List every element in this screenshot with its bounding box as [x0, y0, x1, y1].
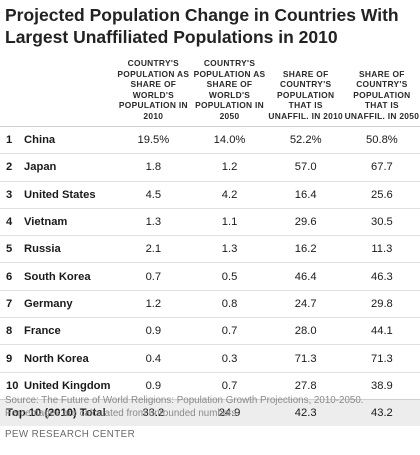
value-cell: 11.3: [343, 235, 420, 263]
table-row: 9 North Korea 0.4 0.3 71.3 71.3: [0, 344, 420, 373]
value-cell: 0.7: [191, 371, 268, 400]
value-cell: 0.7: [115, 262, 192, 291]
rank-cell: 2: [0, 153, 21, 182]
value-cell: 24.7: [267, 289, 344, 318]
value-cell: 0.4: [115, 344, 192, 373]
value-cell: 57.0: [267, 153, 344, 182]
value-cell: 67.7: [343, 153, 420, 182]
rank-cell: 1: [0, 125, 21, 154]
country-cell: United States: [20, 180, 116, 209]
total-value-cell: 24.9: [191, 398, 268, 427]
country-header: [20, 56, 115, 127]
total-row: Top 10 (2010) Total 33.2 24.9 42.3 43.2: [0, 398, 420, 427]
value-cell: 27.8: [267, 371, 344, 400]
table-row: 3 United States 4.5 4.2 16.4 25.6: [0, 180, 420, 209]
value-cell: 46.3: [343, 262, 420, 291]
value-cell: 0.5: [191, 262, 268, 291]
value-cell: 71.3: [267, 344, 344, 373]
value-cell: 1.2: [115, 289, 192, 318]
value-cell: 1.2: [191, 153, 268, 182]
value-cell: 44.1: [343, 317, 420, 345]
value-cell: 28.0: [267, 317, 344, 345]
source-line: Percentages are calculated from unrounde…: [5, 408, 240, 419]
total-value-cell: 42.3: [267, 398, 344, 427]
country-cell: North Korea: [20, 344, 116, 373]
page-title: Projected Population Change in Countries…: [5, 5, 399, 47]
value-cell: 1.1: [191, 207, 268, 236]
value-cell: 1.8: [115, 153, 192, 182]
value-cell: 0.7: [191, 317, 268, 345]
value-cell: 0.9: [115, 317, 192, 345]
table-row: 2 Japan 1.8 1.2 57.0 67.7: [0, 153, 420, 182]
rank-cell: 6: [0, 262, 21, 291]
country-cell: Germany: [20, 289, 116, 318]
value-cell: 16.4: [267, 180, 344, 209]
total-label: Top 10 (2010) Total: [0, 398, 116, 427]
country-cell: South Korea: [20, 262, 116, 291]
table-row: 4 Vietnam 1.3 1.1 29.6 30.5: [0, 207, 420, 236]
column-header: COUNTRY'S POPULATION AS SHARE OF WORLD'S…: [193, 58, 266, 121]
table-row: 8 France 0.9 0.7 28.0 44.1: [0, 317, 420, 345]
value-cell: 0.9: [115, 371, 192, 400]
value-cell: 19.5%: [115, 125, 192, 154]
rank-cell: 4: [0, 207, 21, 236]
value-cell: 4.2: [191, 180, 268, 209]
rank-header: [0, 56, 20, 127]
table-row: 1 China 19.5% 14.0% 52.2% 50.8%: [0, 125, 420, 154]
rank-cell: 10: [0, 371, 21, 400]
rank-cell: 5: [0, 235, 21, 263]
country-cell: France: [20, 317, 116, 345]
header-row: COUNTRY'S POPULATION AS SHARE OF WORLD'S…: [0, 56, 420, 127]
column-header: SHARE OF COUNTRY'S POPULATION THAT IS UN…: [344, 68, 420, 121]
rank-cell: 3: [0, 180, 21, 209]
value-cell: 71.3: [343, 344, 420, 373]
data-table: COUNTRY'S POPULATION AS SHARE OF WORLD'S…: [0, 56, 420, 427]
source-line: Source: The Future of World Religions: P…: [5, 395, 364, 406]
country-cell: Russia: [20, 235, 116, 263]
column-header: SHARE OF COUNTRY'S POPULATION THAT IS UN…: [268, 68, 343, 121]
value-cell: 30.5: [343, 207, 420, 236]
value-cell: 46.4: [267, 262, 344, 291]
country-cell: China: [20, 125, 116, 154]
value-cell: 14.0%: [191, 125, 268, 154]
value-cell: 1.3: [115, 207, 192, 236]
value-cell: 29.6: [267, 207, 344, 236]
value-cell: 52.2%: [267, 125, 344, 154]
country-cell: Vietnam: [20, 207, 116, 236]
country-cell: Japan: [20, 153, 116, 182]
column-header: COUNTRY'S POPULATION AS SHARE OF WORLD'S…: [117, 58, 190, 121]
value-cell: 0.3: [191, 344, 268, 373]
value-cell: 1.3: [191, 235, 268, 263]
rank-cell: 7: [0, 289, 21, 318]
value-cell: 0.8: [191, 289, 268, 318]
value-cell: 50.8%: [343, 125, 420, 154]
rank-cell: 8: [0, 317, 21, 345]
total-value-cell: 43.2: [343, 398, 420, 427]
value-cell: 25.6: [343, 180, 420, 209]
country-cell: United Kingdom: [20, 371, 116, 400]
value-cell: 38.9: [343, 371, 420, 400]
value-cell: 16.2: [267, 235, 344, 263]
table-row: 7 Germany 1.2 0.8 24.7 29.8: [0, 289, 420, 318]
table-row: 5 Russia 2.1 1.3 16.2 11.3: [0, 235, 420, 263]
value-cell: 29.8: [343, 289, 420, 318]
rank-cell: 9: [0, 344, 21, 373]
table-row: 6 South Korea 0.7 0.5 46.4 46.3: [0, 262, 420, 291]
table-row: 10 United Kingdom 0.9 0.7 27.8 38.9: [0, 371, 420, 400]
credit: PEW RESEARCH CENTER: [5, 429, 136, 440]
value-cell: 4.5: [115, 180, 192, 209]
total-value-cell: 33.2: [115, 398, 192, 427]
source-note: Source: The Future of World Religions: P…: [5, 394, 415, 420]
value-cell: 2.1: [115, 235, 192, 263]
